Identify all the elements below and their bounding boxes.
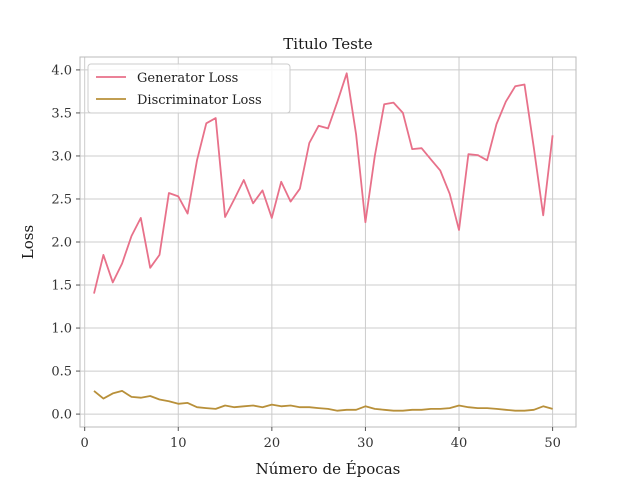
y-axis-ticks: 0.0 0.5 1.0 1.5 2.0 2.5 3.0 3.5 4.0 (51, 63, 80, 423)
chart-title: Titulo Teste (283, 35, 373, 53)
series-line-discriminator-loss (93, 389, 553, 412)
y-tick-label: 3.0 (51, 149, 72, 164)
legend-box (87, 63, 291, 114)
x-tick-label: 40 (451, 436, 468, 451)
y-tick-label: 1.5 (51, 279, 72, 294)
legend: Generator Loss Discriminator Loss (87, 63, 291, 114)
x-axis-ticks: 0 10 20 30 40 50 (81, 427, 561, 451)
series-lines (93, 72, 554, 412)
y-tick-label: 2.0 (51, 236, 72, 251)
legend-entry-discriminator: Discriminator Loss (137, 93, 262, 108)
y-tick-label: 0.0 (51, 408, 72, 423)
x-axis-label: Número de Épocas (256, 460, 401, 478)
y-tick-label: 0.5 (51, 365, 72, 380)
x-tick-label: 20 (264, 436, 281, 451)
y-tick-label: 2.5 (51, 192, 72, 207)
series-line-generator-loss (93, 72, 554, 294)
y-tick-label: 3.5 (51, 106, 72, 121)
grid (80, 57, 576, 427)
y-tick-label: 1.0 (51, 322, 72, 337)
x-tick-label: 10 (170, 436, 187, 451)
x-tick-label: 50 (544, 436, 561, 451)
x-tick-label: 30 (357, 436, 374, 451)
x-tick-label: 0 (81, 436, 89, 451)
y-axis-label: Loss (19, 225, 37, 259)
legend-entry-generator: Generator Loss (137, 71, 238, 86)
y-tick-label: 4.0 (51, 63, 72, 78)
